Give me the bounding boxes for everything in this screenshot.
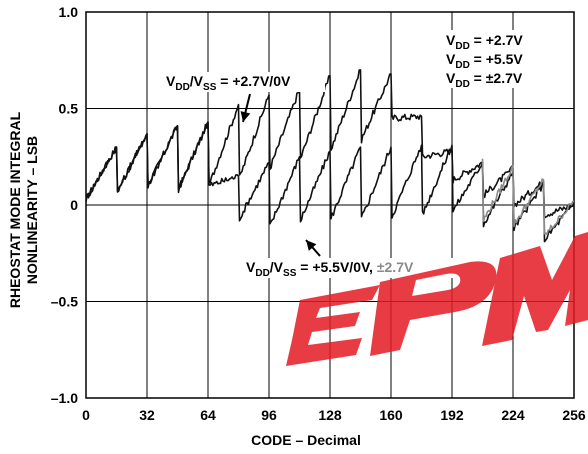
x-tick-label-224: 224 (501, 407, 525, 423)
annotation-upper-background (163, 72, 325, 92)
annotation-lower-arrowhead (306, 240, 317, 251)
y-tick-label-4: –1.0 (51, 390, 78, 406)
legend-entry-pm2v7: VDD = ±2.7V (446, 70, 523, 90)
watermark-logo (286, 232, 588, 366)
y-tick-label-0: 1.0 (59, 4, 79, 20)
x-axis-label: CODE – Decimal (251, 432, 361, 448)
legend-entry-5v5: VDD = +5.5V (446, 51, 523, 71)
x-tick-label-64: 64 (200, 407, 216, 423)
annotation-upper-text: VDD/VSS = +2.7V/0V (166, 73, 291, 93)
annotation-lower-text: VDD/VSS = +5.5V/0V, ±2.7V (246, 259, 414, 279)
annotation-upper-arrowhead (240, 111, 251, 122)
y-tick-label-1: 0.5 (59, 101, 79, 117)
x-tick-label-96: 96 (261, 407, 277, 423)
legend-background (438, 30, 560, 88)
watermark-letter-p (370, 261, 497, 356)
y-axis-label-line-2: NONLINEARITY – LSB (24, 136, 40, 284)
x-tick-label-192: 192 (440, 407, 464, 423)
legend-entry-2v7: VDD = +2.7V (446, 32, 523, 52)
x-tick-label-160: 160 (379, 407, 403, 423)
x-tick-label-256: 256 (562, 407, 586, 423)
annotation-upper-curve: VDD/VSS = +2.7V/0V (163, 72, 325, 123)
y-axis-label-line-1: RHEOSTAT MODE INTEGRAL (7, 111, 23, 308)
y-tick-labels: 1.0 0.5 0 –0.5 –1.0 (51, 4, 78, 406)
watermark-letter-m (482, 232, 588, 346)
x-tick-label-0: 0 (82, 407, 90, 423)
watermark-letter-e (286, 285, 380, 366)
y-tick-label-2: 0 (70, 197, 78, 213)
annotation-lower-background (243, 258, 459, 278)
x-tick-label-32: 32 (139, 407, 155, 423)
series-line-lower (85, 121, 575, 243)
legend: VDD = +2.7V VDD = +5.5V VDD = ±2.7V (438, 30, 560, 90)
x-tick-labels: 0 32 64 96 128 160 192 224 256 (82, 407, 586, 423)
series-line-lower-gray (481, 158, 575, 236)
y-tick-label-3: –0.5 (51, 294, 78, 310)
annotation-lower-curve: VDD/VSS = +5.5V/0V, ±2.7V (243, 239, 459, 279)
x-tick-label-128: 128 (318, 407, 342, 423)
series-group (85, 69, 575, 243)
